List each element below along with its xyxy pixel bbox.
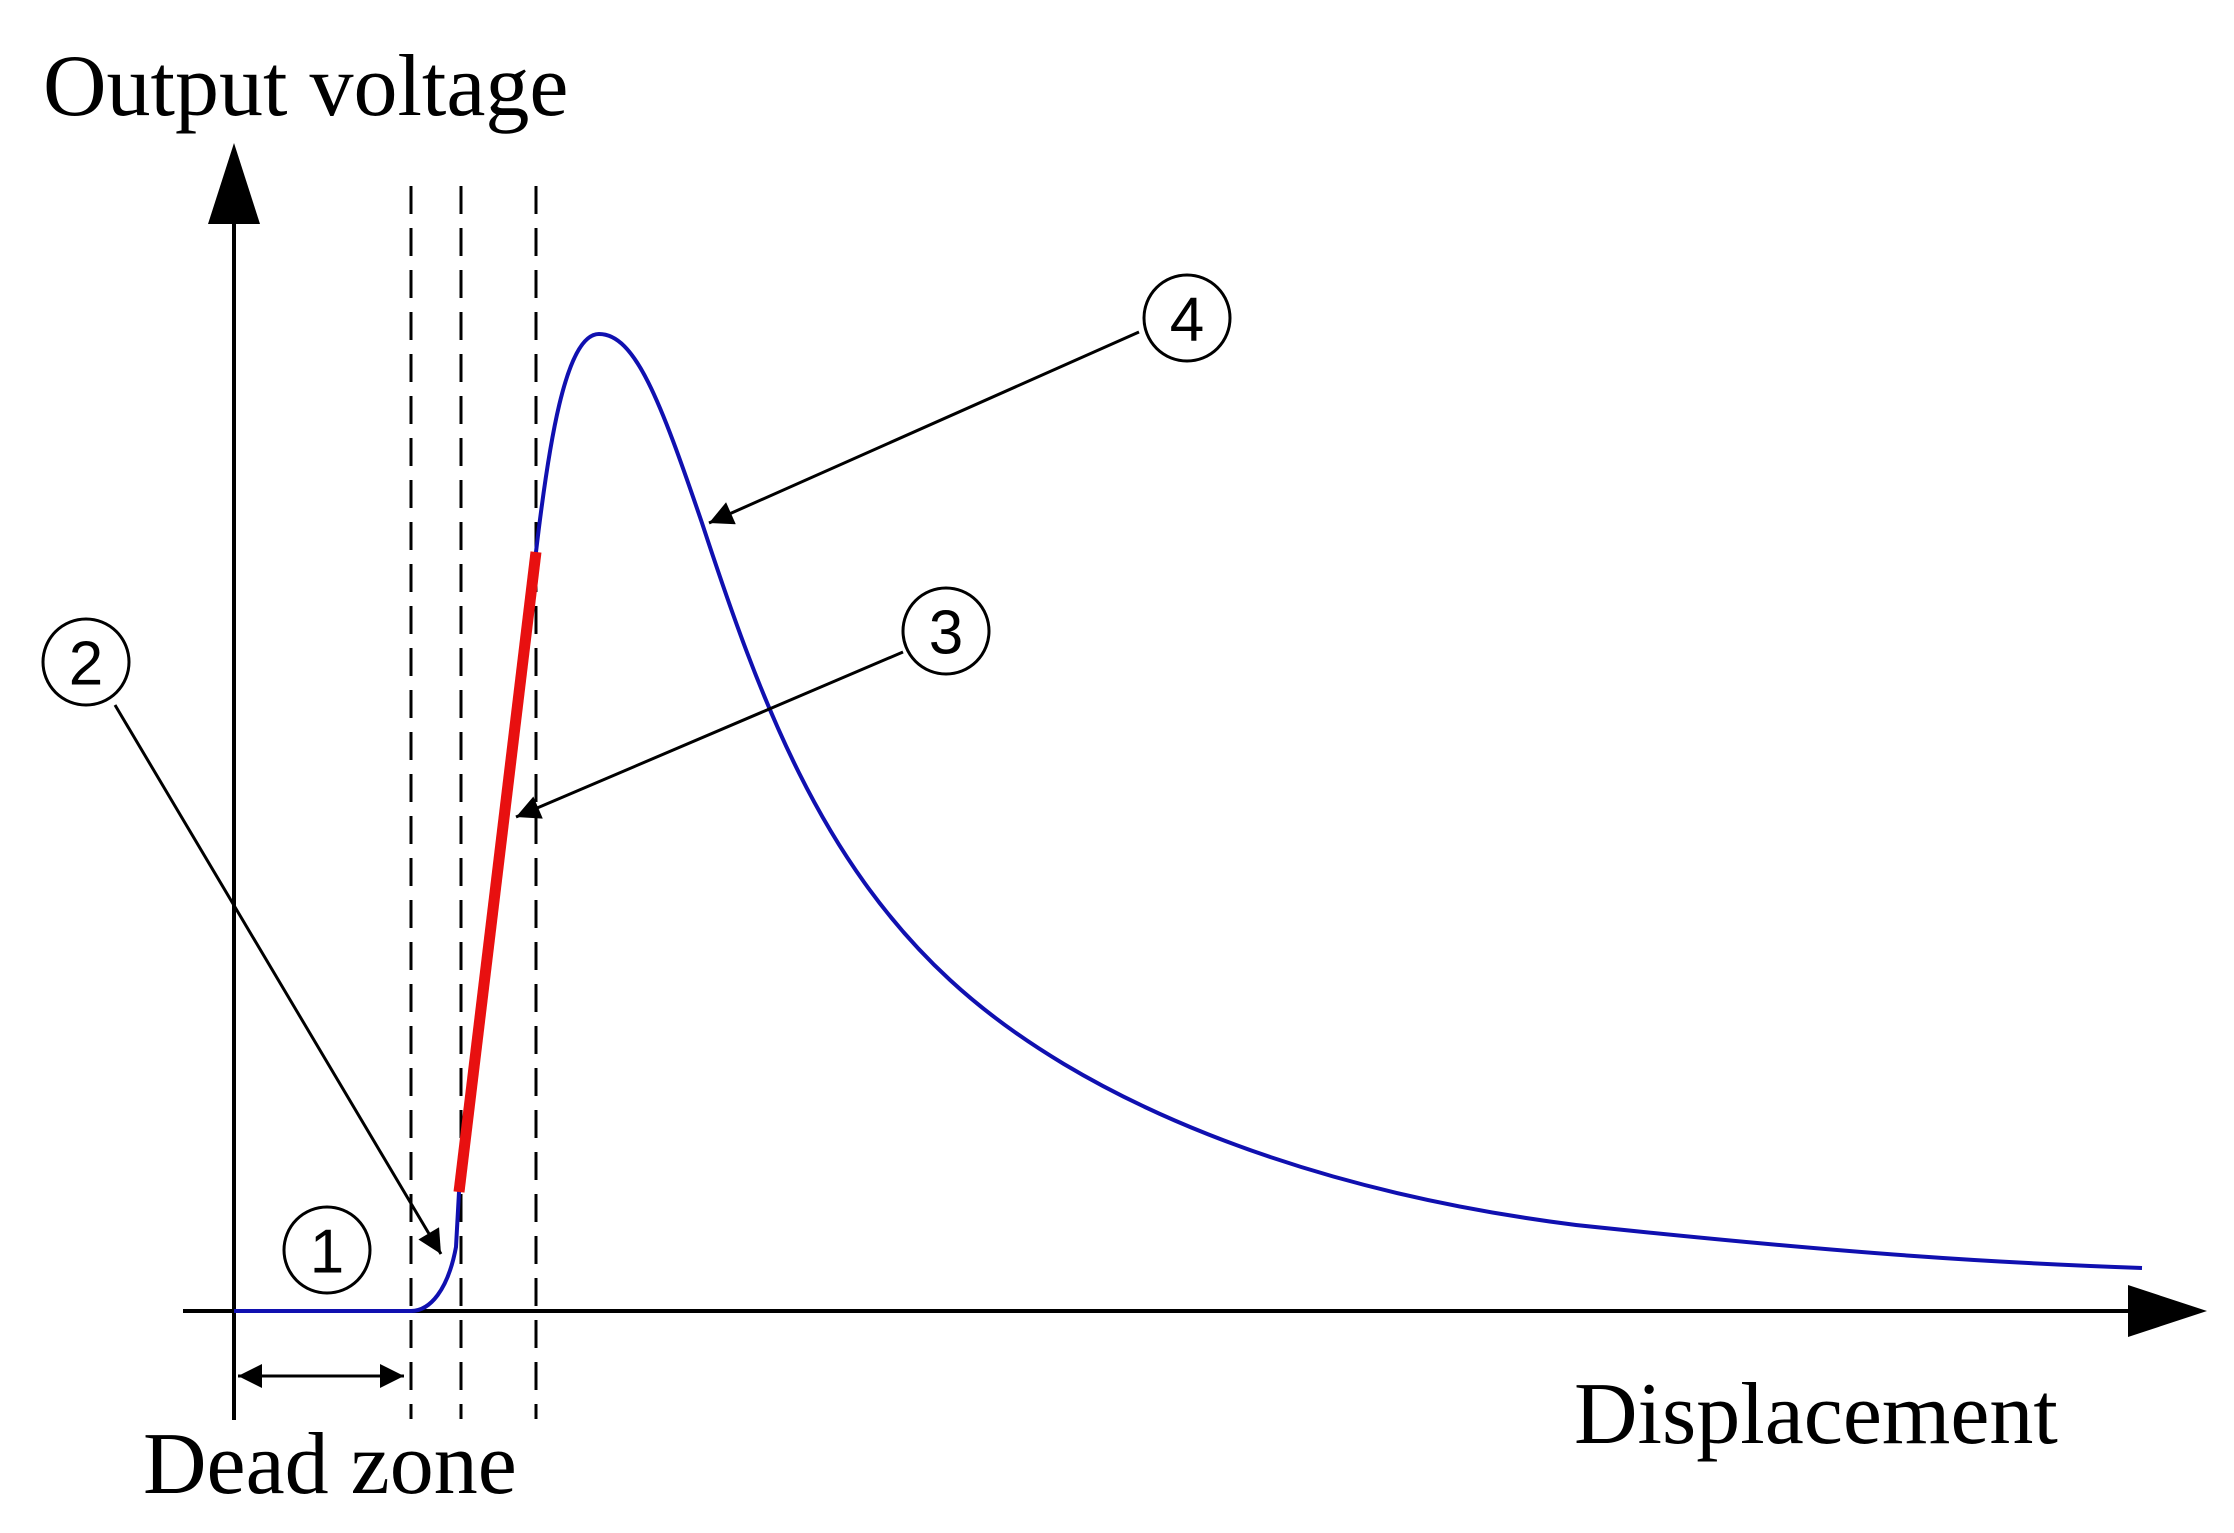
callout-circle <box>282 1205 372 1295</box>
callout-label: 3 <box>929 599 963 668</box>
guide-lines <box>409 186 538 1419</box>
callout-circle <box>901 586 991 676</box>
output-curve <box>234 331 2143 1313</box>
callout-arrow <box>113 704 443 1255</box>
callout-arrow <box>515 650 904 819</box>
callout-label: 4 <box>1170 286 1204 355</box>
callout-label: 1 <box>310 1218 344 1287</box>
callout-circle <box>1142 273 1232 363</box>
x-axis-arrow <box>2128 1285 2207 1337</box>
callout-circle <box>41 617 131 707</box>
dead-zone-label: Dead zone <box>143 1416 517 1513</box>
callout-arrow <box>708 330 1140 525</box>
y-axis-arrow <box>208 143 260 224</box>
callout-label: 2 <box>69 630 103 699</box>
linear-region <box>453 551 542 1193</box>
x-axis-label: Displacement <box>1574 1366 2058 1463</box>
y-axis-label: Output voltage <box>43 38 568 135</box>
